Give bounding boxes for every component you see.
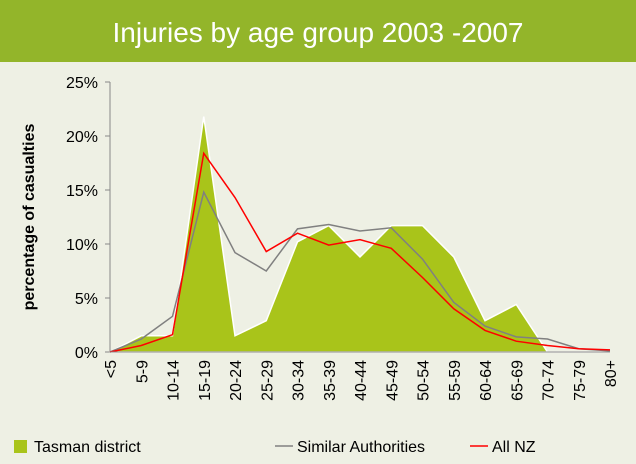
x-tick-label: 15-19 bbox=[197, 360, 214, 401]
x-tick-label: 35-39 bbox=[322, 360, 339, 401]
y-tick-label: 15% bbox=[66, 183, 98, 200]
x-tick-label: 25-29 bbox=[259, 360, 276, 401]
legend-label: Similar Authorities bbox=[297, 439, 425, 456]
x-tick-label: 50-54 bbox=[416, 360, 433, 401]
x-tick-label: 60-64 bbox=[478, 360, 495, 401]
y-tick-label: 10% bbox=[66, 237, 98, 254]
line bbox=[109, 190, 611, 353]
x-tick-label: 40-44 bbox=[353, 360, 370, 401]
legend-swatch bbox=[14, 440, 27, 453]
x-tick-label: 55-59 bbox=[447, 360, 464, 401]
x-tick-label: 45-49 bbox=[384, 360, 401, 401]
x-tick-label: 5-9 bbox=[134, 360, 151, 383]
x-tick-label: 65-69 bbox=[509, 360, 526, 401]
line bbox=[109, 151, 611, 353]
x-tick-label: 30-34 bbox=[291, 360, 308, 401]
legend-label: Tasman district bbox=[34, 439, 141, 456]
title-bar bbox=[0, 0, 636, 62]
x-tick-label: 75-79 bbox=[572, 360, 589, 401]
legend-label: All NZ bbox=[492, 439, 536, 456]
y-axis-label: percentage of casualties bbox=[21, 124, 38, 311]
y-tick-label: 5% bbox=[75, 291, 98, 308]
y-tick-label: 25% bbox=[66, 75, 98, 92]
chart-title: Injuries by age group 2003 -2007 bbox=[113, 17, 524, 48]
y-tick-label: 20% bbox=[66, 129, 98, 146]
x-tick-label: 70-74 bbox=[541, 360, 558, 401]
y-tick-label: 0% bbox=[75, 345, 98, 362]
x-tick-label: 20-24 bbox=[228, 360, 245, 401]
x-tick-label: 80+ bbox=[603, 360, 620, 387]
x-tick-label: 10-14 bbox=[166, 360, 183, 401]
x-tick-label: <5 bbox=[103, 360, 120, 378]
